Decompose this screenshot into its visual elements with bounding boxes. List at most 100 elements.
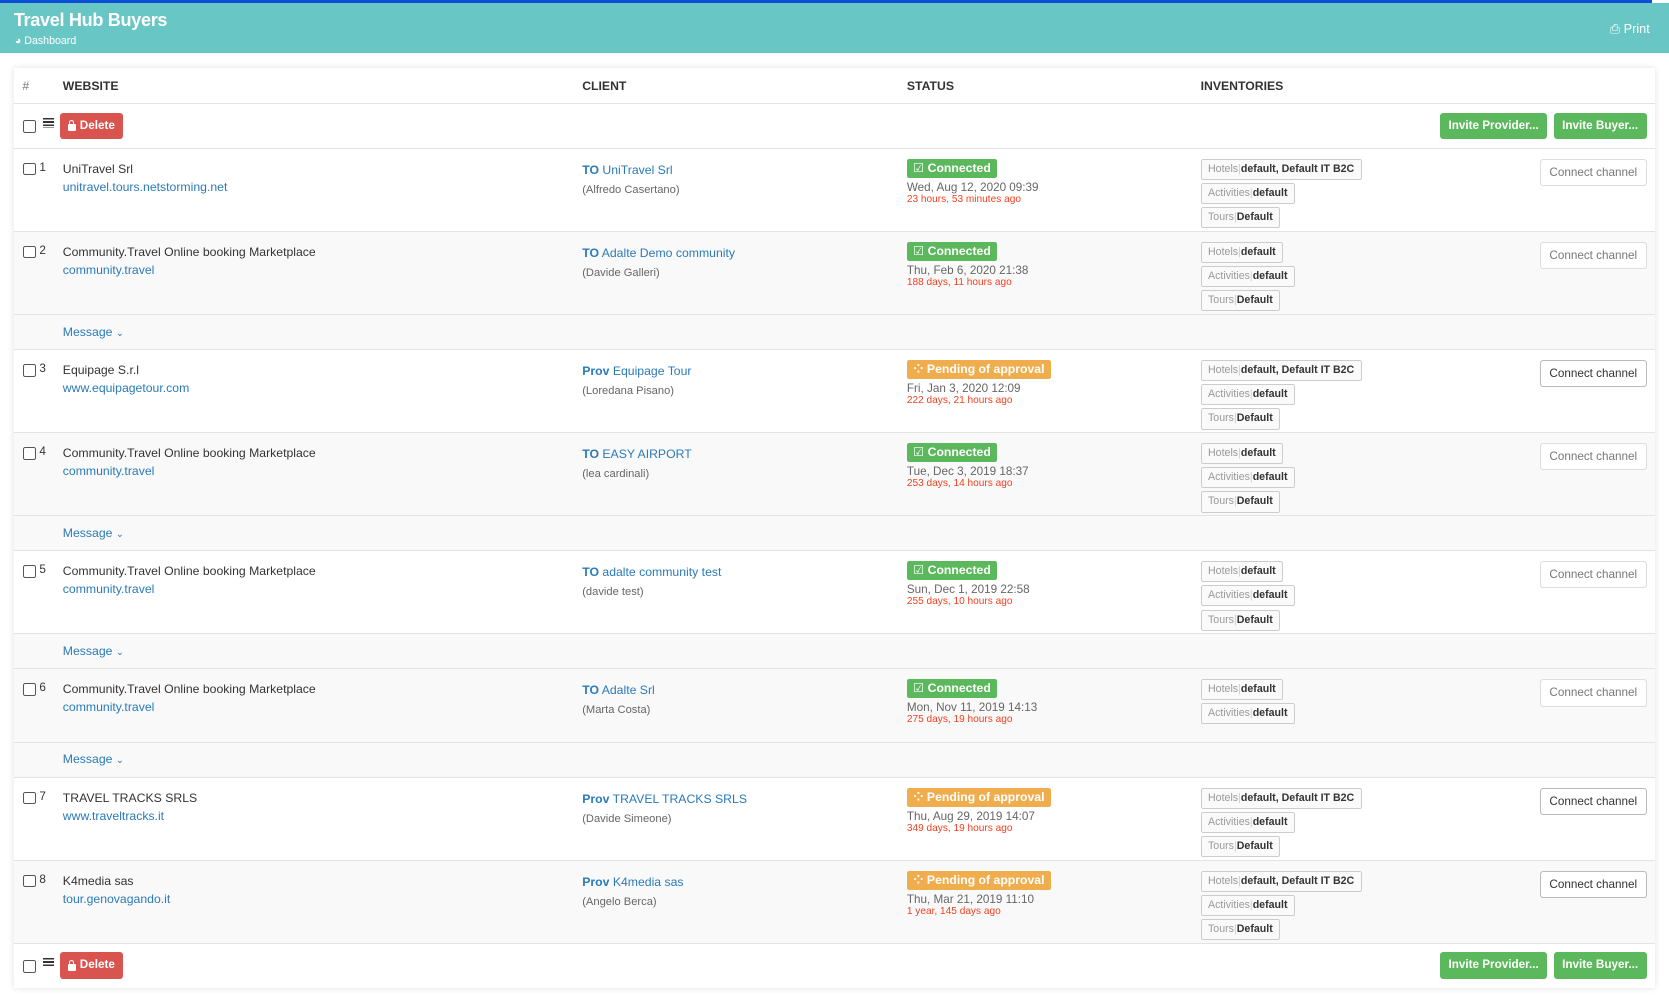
- client-link[interactable]: Equipage Tour: [612, 363, 692, 378]
- website-url-link[interactable]: unitravel.tours.netstorming.net: [62, 179, 228, 194]
- status-label: Pending of approval: [926, 789, 1045, 804]
- list-icon[interactable]: [42, 118, 55, 128]
- status-date: Tue, Dec 3, 2019 18:37: [906, 465, 1029, 479]
- client-link[interactable]: adalte community test: [602, 564, 722, 579]
- message-toggle[interactable]: Message ⌄: [63, 325, 124, 339]
- inventory-value: default, Default IT B2C: [1240, 363, 1355, 376]
- check-square-icon: ☑: [913, 444, 925, 459]
- message-toggle[interactable]: Message ⌄: [63, 644, 124, 658]
- website-url-link[interactable]: community.travel: [62, 463, 155, 478]
- connect-channel-button[interactable]: Connect channel: [1539, 442, 1647, 471]
- message-toggle[interactable]: Message ⌄: [63, 526, 124, 540]
- status-badge: ☑ Connected: [906, 678, 998, 699]
- list-icon[interactable]: [42, 957, 55, 968]
- inventory-type: Tours: [1208, 495, 1234, 508]
- website-url-link[interactable]: community.travel: [62, 581, 155, 596]
- website-url-link[interactable]: www.traveltracks.it: [62, 808, 165, 823]
- invite-provider-button[interactable]: Invite Provider...: [1439, 952, 1548, 980]
- client-link[interactable]: UniTravel Srl: [602, 162, 673, 177]
- table-row: 1 UniTravel Srl unitravel.tours.netstormi…: [13, 147, 1656, 231]
- connect-channel-button[interactable]: Connect channel: [1539, 158, 1647, 187]
- print-label: Print: [1623, 21, 1650, 37]
- status-date: Thu, Feb 6, 2020 21:38: [906, 263, 1029, 277]
- inventory-type: Tours: [1208, 211, 1234, 224]
- status-label: Connected: [927, 562, 991, 577]
- breadcrumb-dashboard[interactable]: Dashboard: [24, 35, 77, 48]
- website-url-link[interactable]: tour.genovagando.it: [62, 891, 171, 906]
- breadcrumb[interactable]: ◕ Dashboard: [15, 35, 76, 47]
- inventory-tag: Tours | Default: [1200, 290, 1281, 312]
- connect-channel-button[interactable]: Connect channel: [1539, 787, 1647, 816]
- inventory-tag: Tours | Default: [1200, 609, 1281, 631]
- connect-channel-button[interactable]: Connect channel: [1539, 678, 1647, 707]
- status-date: Sun, Dec 1, 2019 22:58: [906, 583, 1030, 597]
- invite-buyer-button[interactable]: Invite Buyer...: [1553, 952, 1647, 980]
- website-url-link[interactable]: www.equipagetour.com: [62, 380, 190, 395]
- connect-channel-button[interactable]: Connect channel: [1539, 359, 1647, 388]
- website-name: TRAVEL TRACKS SRLS: [62, 790, 198, 805]
- client-type: TO: [582, 683, 599, 698]
- inventory-value: Default: [1236, 294, 1273, 307]
- status-date: Wed, Aug 12, 2020 09:39: [906, 180, 1039, 194]
- inventory-value: Default: [1236, 211, 1273, 224]
- client-type: Prov: [582, 874, 610, 889]
- website-url-link[interactable]: community.travel: [62, 700, 155, 715]
- connect-channel-button[interactable]: Connect channel: [1539, 870, 1647, 899]
- print-button[interactable]: ⎙ Print: [1610, 21, 1650, 37]
- row-checkbox[interactable]: [23, 363, 37, 377]
- row-checkbox[interactable]: [23, 245, 37, 259]
- invite-buttons: Invite Provider... Invite Buyer...: [1439, 952, 1647, 980]
- inventory-tag: Tours | Default: [1200, 408, 1281, 430]
- row-checkbox[interactable]: [23, 162, 37, 176]
- table-row: 2 Community.Travel Online booking Market…: [13, 230, 1656, 314]
- inventory-tag: Hotels | default: [1200, 678, 1284, 701]
- row-checkbox[interactable]: [23, 874, 37, 888]
- client-link[interactable]: Adalte Srl: [601, 683, 655, 698]
- message-row: Message ⌄: [13, 313, 1656, 350]
- delete-button[interactable]: Delete: [59, 112, 124, 140]
- message-toggle[interactable]: Message ⌄: [63, 752, 124, 766]
- inventory-value: default: [1240, 245, 1276, 258]
- table-row: 6 Community.Travel Online booking Market…: [13, 668, 1656, 742]
- row-checkbox[interactable]: [23, 565, 37, 578]
- inventory-value: Default: [1236, 923, 1273, 936]
- client-type: TO: [582, 446, 599, 461]
- select-all-checkbox[interactable]: [23, 120, 37, 133]
- invite-buyer-button[interactable]: Invite Buyer...: [1553, 112, 1647, 140]
- col-client: CLIENT: [582, 78, 627, 93]
- select-all-checkbox[interactable]: [23, 959, 37, 973]
- row-number: 8: [39, 872, 46, 886]
- client-link[interactable]: K4media sas: [612, 874, 684, 889]
- inventory-tag: Tours | Default: [1200, 919, 1281, 941]
- client-type: TO: [582, 564, 599, 579]
- spinner-icon: ⁘: [913, 361, 924, 376]
- delete-button[interactable]: Delete: [59, 952, 124, 980]
- check-square-icon: ☑: [913, 160, 925, 175]
- table-header: # WEBSITE CLIENT STATUS INVENTORIES: [14, 68, 1655, 103]
- connect-channel-button[interactable]: Connect channel: [1539, 241, 1647, 270]
- row-number: 3: [39, 361, 46, 375]
- row-number: 4: [39, 444, 46, 458]
- website-name: Equipage S.r.l: [62, 362, 139, 377]
- inventory-tag: Hotels | default, Default IT B2C: [1200, 787, 1362, 809]
- message-label: Message: [62, 643, 113, 658]
- check-square-icon: ☑: [913, 562, 925, 577]
- row-number: 2: [39, 243, 46, 257]
- client-link[interactable]: EASY AIRPORT: [602, 446, 692, 461]
- client-contact: (Alfredo Casertano): [582, 183, 680, 196]
- client-contact: (Angelo Berca): [582, 895, 657, 908]
- website-url-link[interactable]: community.travel: [62, 262, 155, 277]
- row-checkbox[interactable]: [23, 446, 37, 460]
- client-contact: (Davide Simeone): [582, 812, 672, 825]
- status-ago: 255 days, 10 hours ago: [906, 596, 1013, 608]
- invite-provider-button[interactable]: Invite Provider...: [1439, 112, 1548, 140]
- client-link[interactable]: Adalte Demo community: [601, 245, 735, 260]
- row-checkbox[interactable]: [23, 791, 37, 805]
- inventory-value: Default: [1236, 495, 1273, 508]
- connect-channel-button[interactable]: Connect channel: [1539, 560, 1647, 589]
- row-checkbox[interactable]: [23, 683, 37, 696]
- client-link[interactable]: TRAVEL TRACKS SRLS: [612, 791, 747, 806]
- inventory-value: default: [1252, 269, 1288, 282]
- client-contact: (lea cardinali): [582, 467, 650, 480]
- table-row: 3 Equipage S.r.l www.equipagetour.com Pro…: [13, 349, 1656, 433]
